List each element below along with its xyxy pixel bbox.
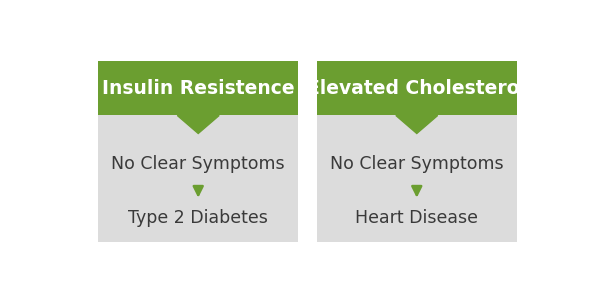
- Text: Insulin Resistence: Insulin Resistence: [102, 79, 295, 98]
- FancyBboxPatch shape: [317, 61, 517, 242]
- Text: No Clear Symptoms: No Clear Symptoms: [330, 155, 503, 173]
- FancyBboxPatch shape: [98, 61, 298, 116]
- Text: Heart Disease: Heart Disease: [355, 209, 478, 227]
- Text: Elevated Cholesterol: Elevated Cholesterol: [307, 79, 526, 98]
- Polygon shape: [178, 116, 219, 134]
- FancyBboxPatch shape: [317, 61, 517, 116]
- Polygon shape: [396, 116, 438, 134]
- Text: Type 2 Diabetes: Type 2 Diabetes: [128, 209, 268, 227]
- Text: No Clear Symptoms: No Clear Symptoms: [112, 155, 285, 173]
- FancyBboxPatch shape: [98, 61, 298, 242]
